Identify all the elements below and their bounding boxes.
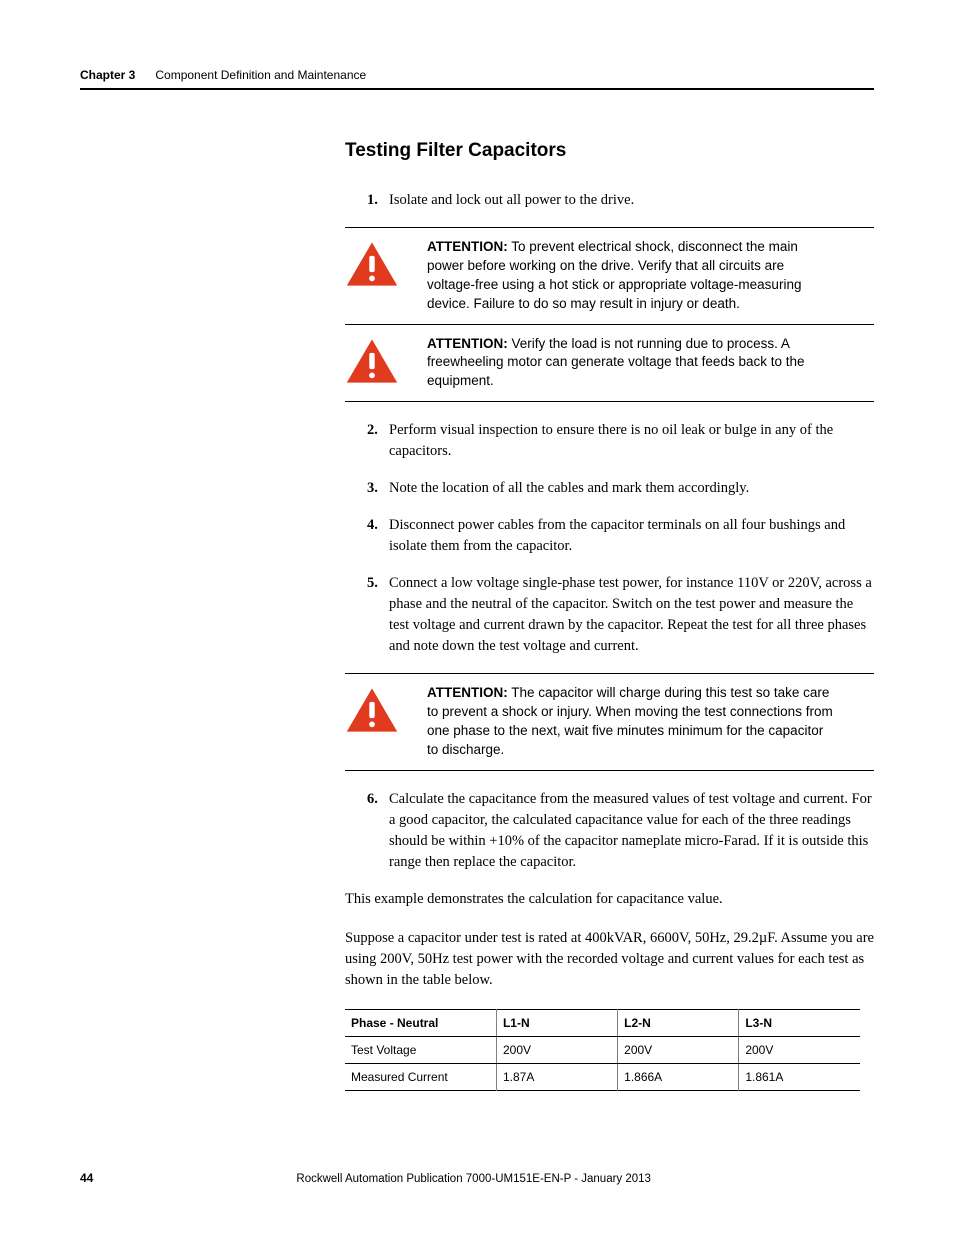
warning-icon: [345, 240, 399, 288]
attention-block-3: ATTENTION: The capacitor will charge dur…: [345, 673, 874, 771]
table-cell: Test Voltage: [345, 1037, 496, 1064]
table-header: L3-N: [739, 1010, 860, 1037]
measurements-table: Phase - Neutral L1-N L2-N L3-N Test Volt…: [345, 1009, 860, 1091]
step-5: Connect a low voltage single-phase test …: [367, 573, 874, 657]
table-header: L1-N: [496, 1010, 617, 1037]
publication-line: Rockwell Automation Publication 7000-UM1…: [93, 1173, 854, 1185]
table-cell: 200V: [739, 1037, 860, 1064]
page-number: 44: [80, 1171, 93, 1185]
example-intro: This example demonstrates the calculatio…: [345, 889, 874, 910]
page-footer: 44 Rockwell Automation Publication 7000-…: [80, 1171, 874, 1185]
step-3: Note the location of all the cables and …: [367, 478, 874, 499]
table-row: Measured Current 1.87A 1.866A 1.861A: [345, 1064, 860, 1091]
attention-text-3: ATTENTION: The capacitor will charge dur…: [427, 684, 864, 760]
warning-icon: [345, 337, 399, 385]
section-heading: Testing Filter Capacitors: [345, 140, 874, 162]
step-1: Isolate and lock out all power to the dr…: [367, 190, 874, 211]
step-6: Calculate the capacitance from the measu…: [367, 789, 874, 873]
page-header: Chapter 3 Component Definition and Maint…: [80, 68, 874, 90]
attention-label: ATTENTION:: [427, 239, 508, 254]
attention-text-1: ATTENTION: To prevent electrical shock, …: [427, 238, 864, 314]
attention-block-2: ATTENTION: Verify the load is not runnin…: [345, 325, 874, 403]
attention-text-2: ATTENTION: Verify the load is not runnin…: [427, 335, 864, 392]
table-row: Test Voltage 200V 200V 200V: [345, 1037, 860, 1064]
table-header-row: Phase - Neutral L1-N L2-N L3-N: [345, 1010, 860, 1037]
table-header: Phase - Neutral: [345, 1010, 496, 1037]
procedure-list: Isolate and lock out all power to the dr…: [367, 190, 874, 211]
procedure-list-cont2: Calculate the capacitance from the measu…: [367, 789, 874, 873]
table-cell: 1.87A: [496, 1064, 617, 1091]
main-content: Testing Filter Capacitors Isolate and lo…: [345, 140, 874, 1091]
table-cell: 1.861A: [739, 1064, 860, 1091]
table-header: L2-N: [618, 1010, 739, 1037]
step-2: Perform visual inspection to ensure ther…: [367, 420, 874, 462]
table-cell: 200V: [618, 1037, 739, 1064]
chapter-label: Chapter 3: [80, 68, 135, 82]
step-4: Disconnect power cables from the capacit…: [367, 515, 874, 557]
attention-block-1: ATTENTION: To prevent electrical shock, …: [345, 227, 874, 325]
chapter-title: Component Definition and Maintenance: [155, 68, 366, 82]
table-cell: Measured Current: [345, 1064, 496, 1091]
table-cell: 200V: [496, 1037, 617, 1064]
table-cell: 1.866A: [618, 1064, 739, 1091]
procedure-list-cont: Perform visual inspection to ensure ther…: [367, 420, 874, 657]
example-setup: Suppose a capacitor under test is rated …: [345, 928, 874, 991]
attention-label: ATTENTION:: [427, 685, 508, 700]
attention-label: ATTENTION:: [427, 336, 508, 351]
warning-icon: [345, 686, 399, 734]
